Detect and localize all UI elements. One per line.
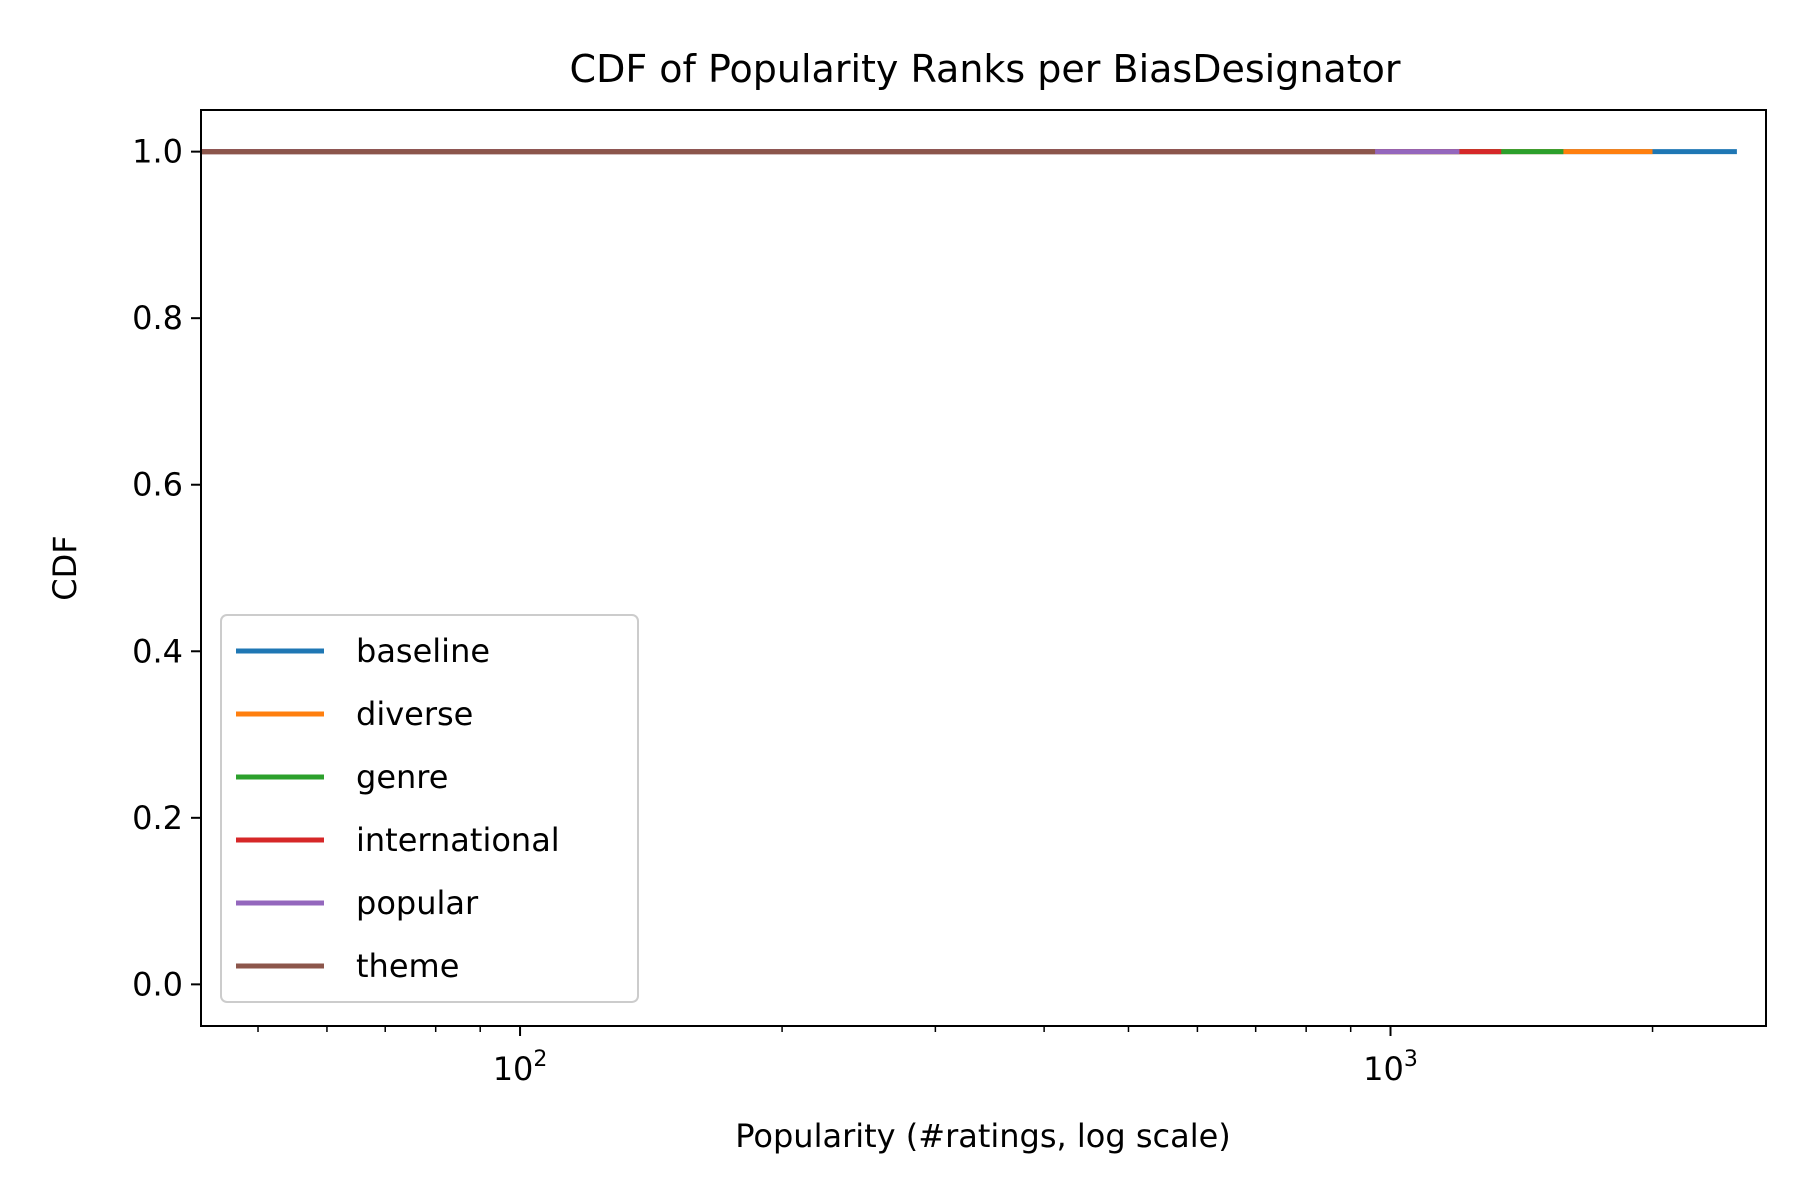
x-tick-label: 103	[1363, 1047, 1418, 1088]
y-tick-label: 0.4	[132, 632, 183, 670]
chart-title: CDF of Popularity Ranks per BiasDesignat…	[570, 47, 1401, 91]
y-tick-label: 0.8	[132, 299, 183, 337]
legend-label-theme: theme	[356, 947, 459, 985]
y-axis-label: CDF	[46, 535, 84, 600]
x-tick-label: 102	[493, 1047, 548, 1088]
legend-label-diverse: diverse	[356, 695, 473, 733]
plot-frame	[200, 109, 1767, 1027]
y-axis: 0.0 0.2 0.4 0.6 0.8 1.0	[132, 133, 201, 1003]
legend-label-genre: genre	[356, 758, 448, 796]
legend: baseline diverse genre international popular…	[220, 614, 639, 1003]
x-axis-label: Popularity (#ratings, log scale)	[735, 1117, 1231, 1155]
legend-label-baseline: baseline	[356, 632, 490, 670]
legend-box	[220, 614, 639, 1003]
legend-label-international: international	[356, 821, 560, 859]
x-axis: 102 103	[257, 1026, 1654, 1088]
y-tick-label: 1.0	[132, 133, 183, 171]
y-tick-label: 0.0	[132, 965, 183, 1003]
legend-label-popular: popular	[356, 884, 479, 922]
y-tick-label: 0.2	[132, 799, 183, 837]
y-tick-label: 0.6	[132, 466, 183, 504]
